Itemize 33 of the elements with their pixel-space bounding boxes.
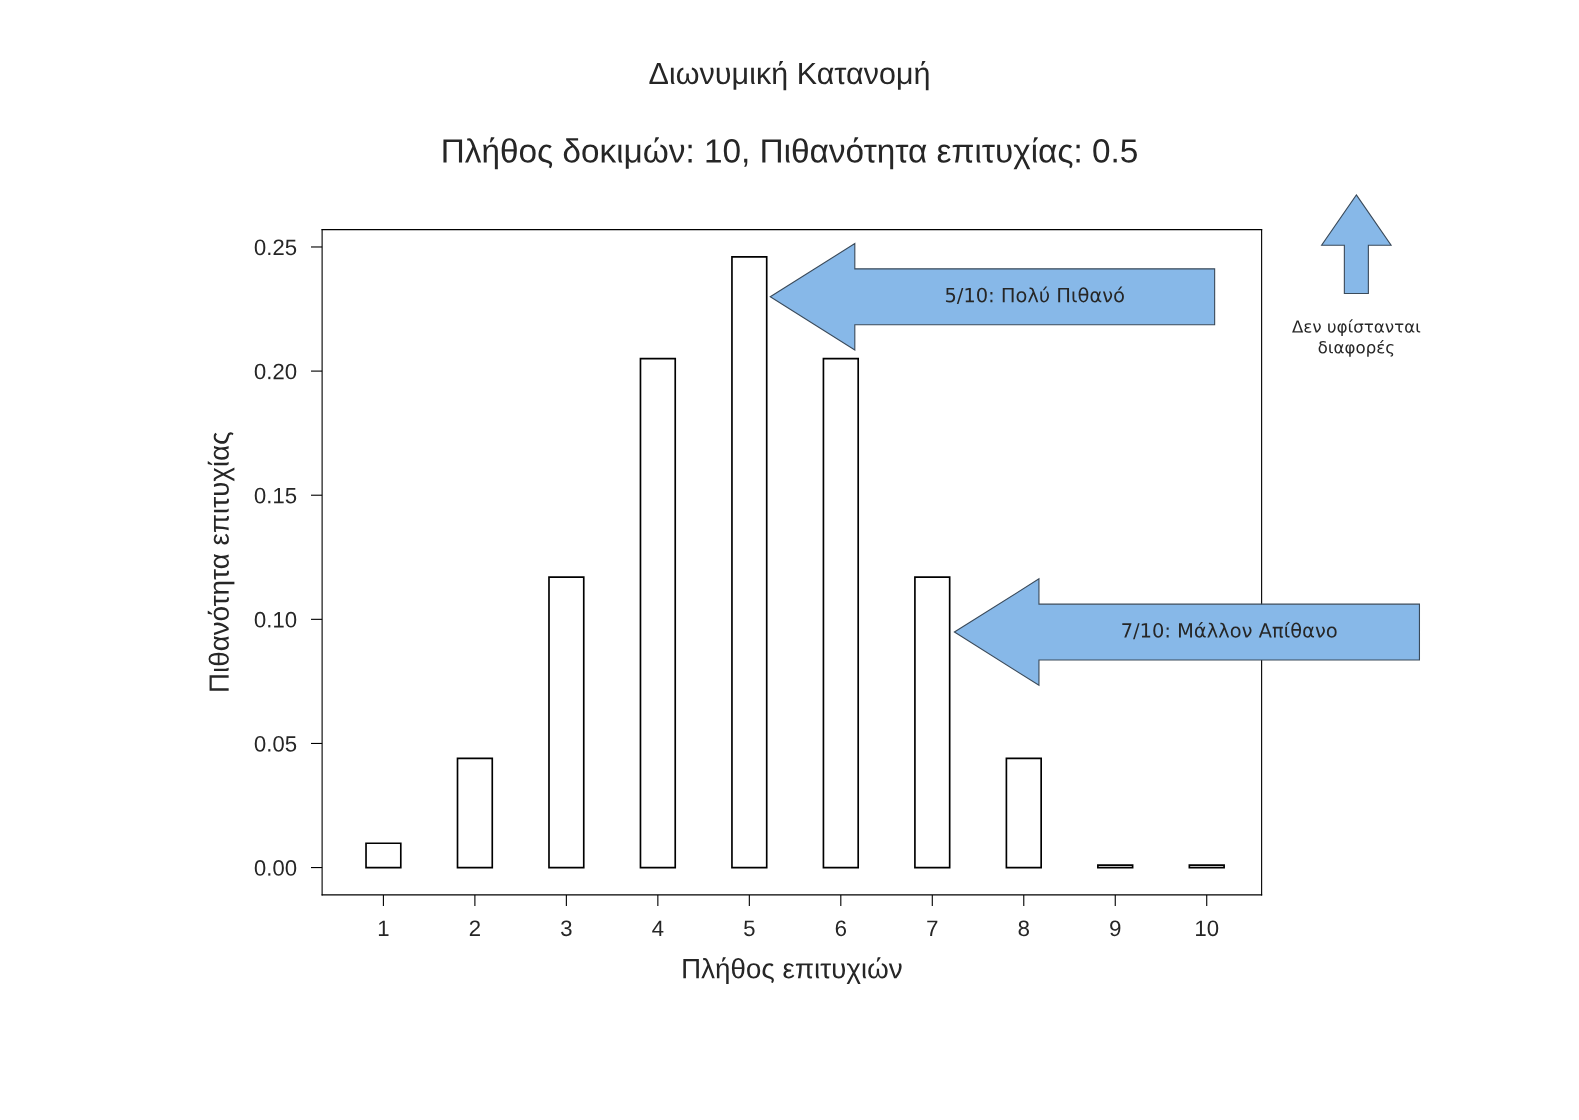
annotation: 7/10: Μάλλον Απίθανο	[1122, 621, 1337, 640]
x-tick-label: 5	[744, 920, 755, 937]
annotation: 5/10: Πολύ Πιθανό	[945, 286, 1124, 304]
bar	[731, 256, 768, 869]
x-tick-label: 1	[378, 920, 389, 936]
chart-subtitle: Πλήθος δοκιμών: 10, Πιθανότητα επιτυχίας: 0.5	[443, 137, 1137, 170]
y-tick-label: 0.10	[254, 611, 297, 628]
bar	[822, 357, 860, 869]
bar	[1188, 864, 1225, 869]
text: Δεν υφίστανται διαφορές	[1292, 319, 1421, 357]
x-tick-label: 9	[1110, 920, 1121, 937]
bar	[365, 842, 402, 869]
x-tick-label: 2	[469, 920, 480, 936]
y-tick-label: 0.20	[254, 363, 297, 380]
y-tick-label: 0.15	[254, 487, 297, 504]
x-tick-label: 8	[1018, 920, 1029, 937]
bar	[1097, 864, 1134, 869]
bar	[548, 576, 585, 869]
x-tick-label: 7	[927, 920, 938, 936]
x-tick-label: 4	[652, 920, 664, 936]
x-tick-label: 3	[561, 920, 572, 937]
y-tick-label: 0.00	[254, 860, 297, 876]
bar	[456, 757, 494, 869]
y-axis-title: Πιθανότητα επιτυχίας	[207, 432, 235, 691]
y-tick-label: 0.05	[254, 735, 297, 752]
bar	[914, 576, 951, 869]
bar	[1005, 757, 1042, 869]
y-tick-label: 0.25	[254, 239, 297, 256]
bar	[639, 357, 677, 869]
x-tick-label: 6	[835, 920, 847, 937]
x-tick-label: 10	[1196, 920, 1219, 937]
chart-title: Διωνυμική Κατανομή	[649, 60, 929, 91]
x-axis-title: Πλήθος επιτυχιών	[683, 957, 902, 984]
